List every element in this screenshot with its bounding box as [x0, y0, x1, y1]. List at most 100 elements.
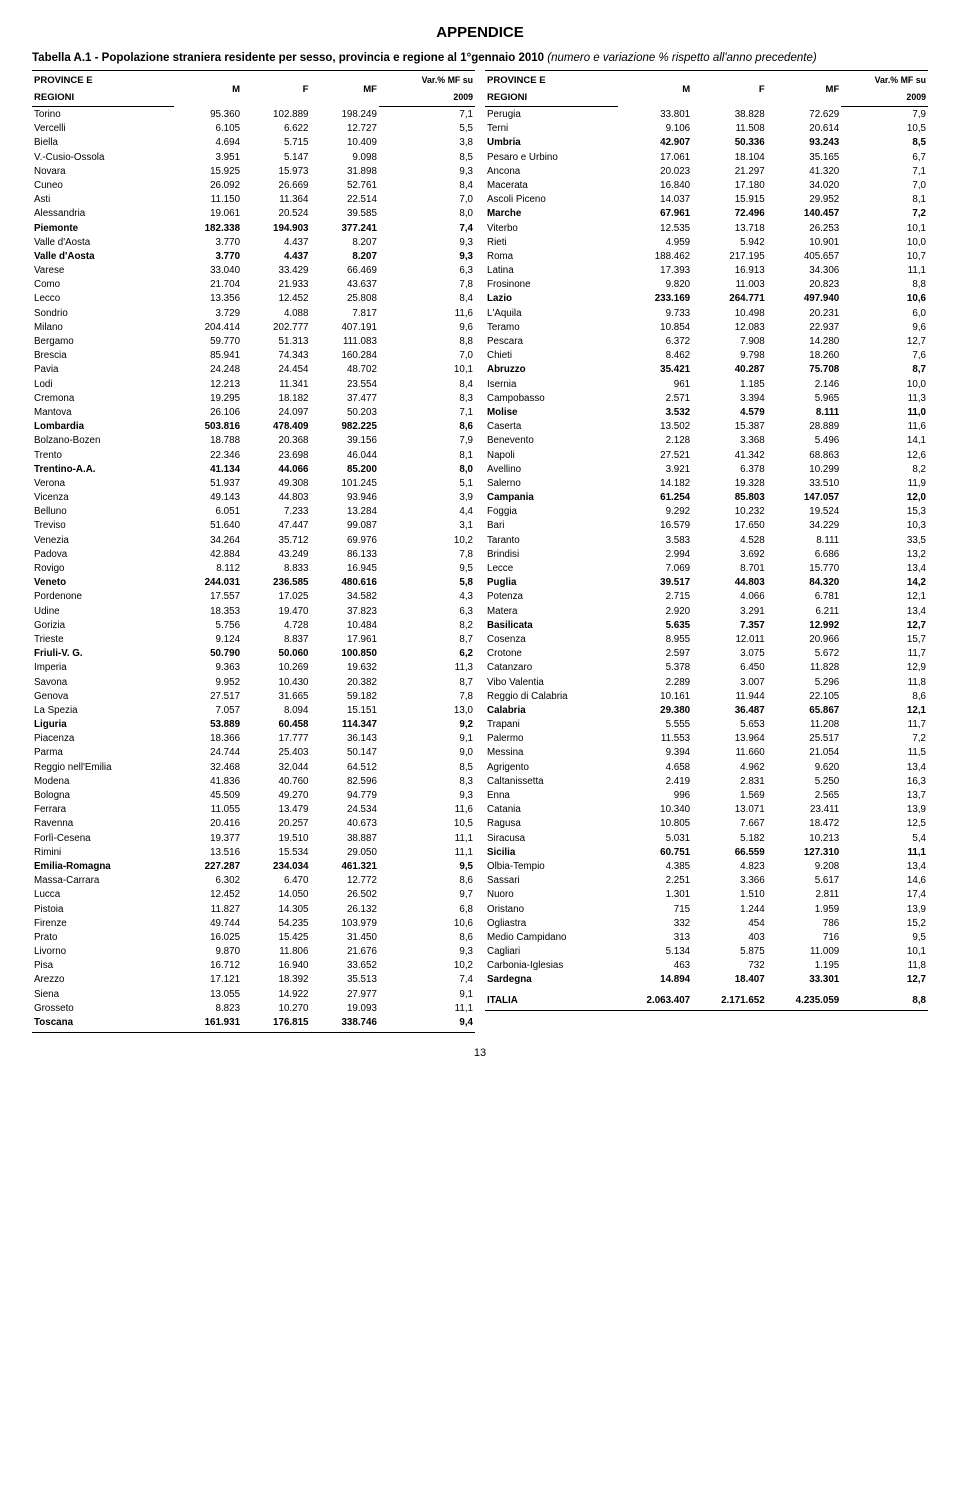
- cell-m: 12.213: [174, 377, 242, 391]
- cell-mf: 35.513: [310, 973, 378, 987]
- cell-m: 13.502: [618, 420, 693, 434]
- cell-var: 5,4: [841, 831, 928, 845]
- cell-region: Vibo Valentia: [485, 675, 618, 689]
- cell-region: Potenza: [485, 590, 618, 604]
- cell-region: Agrigento: [485, 760, 618, 774]
- table-row: Trento22.34623.69846.0448,1: [32, 448, 475, 462]
- cell-f: 9.798: [692, 349, 767, 363]
- cell-region: Udine: [32, 604, 174, 618]
- cell-mf: 10.484: [310, 618, 378, 632]
- cell-m: 313: [618, 930, 693, 944]
- cell-f: 23.698: [242, 448, 310, 462]
- col-header-region: PROVINCE E: [32, 72, 174, 89]
- cell-region: Brindisi: [485, 547, 618, 561]
- cell-var: 6,0: [841, 306, 928, 320]
- caption-prefix: Tabella A.1 - Popolazione straniera resi…: [32, 52, 547, 64]
- cell-var: 12,1: [841, 590, 928, 604]
- cell-var: 14,1: [841, 434, 928, 448]
- cell-m: 17.557: [174, 590, 242, 604]
- cell-mf: 23.411: [767, 803, 842, 817]
- cell-var: 8,7: [379, 632, 475, 646]
- cell-mf: 93.243: [767, 136, 842, 150]
- table-row: Pistoia11.82714.30526.1326,8: [32, 902, 475, 916]
- cell-f: 11.508: [692, 122, 767, 136]
- cell-f: 478.409: [242, 420, 310, 434]
- table-row: Udine18.35319.47037.8236,3: [32, 604, 475, 618]
- cell-region: Perugia: [485, 107, 618, 122]
- cell-mf: 147.057: [767, 491, 842, 505]
- cell-mf: 82.596: [310, 774, 378, 788]
- cell-region: L'Aquila: [485, 306, 618, 320]
- cell-region: Reggio nell'Emilia: [32, 760, 174, 774]
- table-row: Perugia33.80138.82872.6297,9: [485, 107, 928, 122]
- cell-f: 12.083: [692, 320, 767, 334]
- cell-mf: 140.457: [767, 207, 842, 221]
- cell-f: 10.430: [242, 675, 310, 689]
- cell-region: Piacenza: [32, 732, 174, 746]
- cell-region: Sardegna: [485, 973, 618, 987]
- table-row: Grosseto8.82310.27019.09311,1: [32, 1001, 475, 1015]
- cell-mf: 2.146: [767, 377, 842, 391]
- table-row: Valle d'Aosta3.7704.4378.2079,3: [32, 249, 475, 263]
- cell-f: 7.667: [692, 817, 767, 831]
- cell-m: 3.729: [174, 306, 242, 320]
- table-row: Ancona20.02321.29741.3207,1: [485, 164, 928, 178]
- table-row: Carbonia-Iglesias4637321.19511,8: [485, 959, 928, 973]
- cell-var: 10,5: [379, 817, 475, 831]
- cell-region: Livorno: [32, 945, 174, 959]
- cell-var: 11,7: [841, 647, 928, 661]
- cell-m: 26.092: [174, 178, 242, 192]
- cell-region: Bari: [485, 519, 618, 533]
- cell-var: 10,2: [379, 533, 475, 547]
- cell-region: Marche: [485, 207, 618, 221]
- cell-mf: 19.093: [310, 1001, 378, 1015]
- cell-m: 9.733: [618, 306, 693, 320]
- cell-mf: 6.781: [767, 590, 842, 604]
- cell-f: 20.257: [242, 817, 310, 831]
- col-header-m: M: [618, 72, 693, 107]
- cell-f: 10.270: [242, 1001, 310, 1015]
- cell-region: Pavia: [32, 363, 174, 377]
- table-row: Chieti8.4629.79818.2607,6: [485, 349, 928, 363]
- cell-m: 19.295: [174, 391, 242, 405]
- cell-mf: 101.245: [310, 476, 378, 490]
- cell-region: Crotone: [485, 647, 618, 661]
- cell-m: 6.372: [618, 334, 693, 348]
- cell-f: 16.940: [242, 959, 310, 973]
- cell-var: 13,9: [841, 803, 928, 817]
- cell-var: 12,7: [841, 973, 928, 987]
- table-row: Frosinone9.82011.00320.8238,8: [485, 278, 928, 292]
- cell-m: 227.287: [174, 859, 242, 873]
- cell-m: 5.031: [618, 831, 693, 845]
- cell-var: 8,0: [379, 462, 475, 476]
- cell-mf: 26.132: [310, 902, 378, 916]
- cell-mf: 20.614: [767, 122, 842, 136]
- cell-var: 12,6: [841, 448, 928, 462]
- table-row: Basilicata5.6357.35712.99212,7: [485, 618, 928, 632]
- table-row: Marche67.96172.496140.4577,2: [485, 207, 928, 221]
- cell-var: 13,2: [841, 547, 928, 561]
- cell-f: 24.454: [242, 363, 310, 377]
- table-row: Viterbo12.53513.71826.25310,1: [485, 221, 928, 235]
- cell-m: 61.254: [618, 491, 693, 505]
- cell-region: Torino: [32, 107, 174, 122]
- cell-f: 102.889: [242, 107, 310, 122]
- cell-f: 4.823: [692, 859, 767, 873]
- cell-var: 13,4: [841, 760, 928, 774]
- cell-f: 4.437: [242, 235, 310, 249]
- cell-m: 24.248: [174, 363, 242, 377]
- cell-region: Emilia-Romagna: [32, 859, 174, 873]
- table-row: Vercelli6.1056.62212.7275,5: [32, 122, 475, 136]
- cell-var: 13,4: [841, 561, 928, 575]
- cell-m: 95.360: [174, 107, 242, 122]
- cell-m: 16.840: [618, 178, 693, 192]
- cell-m: 17.393: [618, 264, 693, 278]
- cell-mf: 1.195: [767, 959, 842, 973]
- cell-var: 8,8: [841, 278, 928, 292]
- cell-mf: 34.582: [310, 590, 378, 604]
- table-row: Como21.70421.93343.6377,8: [32, 278, 475, 292]
- cell-f: 8.701: [692, 561, 767, 575]
- cell-region: Toscana: [32, 1015, 174, 1032]
- cell-var: 12,7: [841, 334, 928, 348]
- table-row: Padova42.88443.24986.1337,8: [32, 547, 475, 561]
